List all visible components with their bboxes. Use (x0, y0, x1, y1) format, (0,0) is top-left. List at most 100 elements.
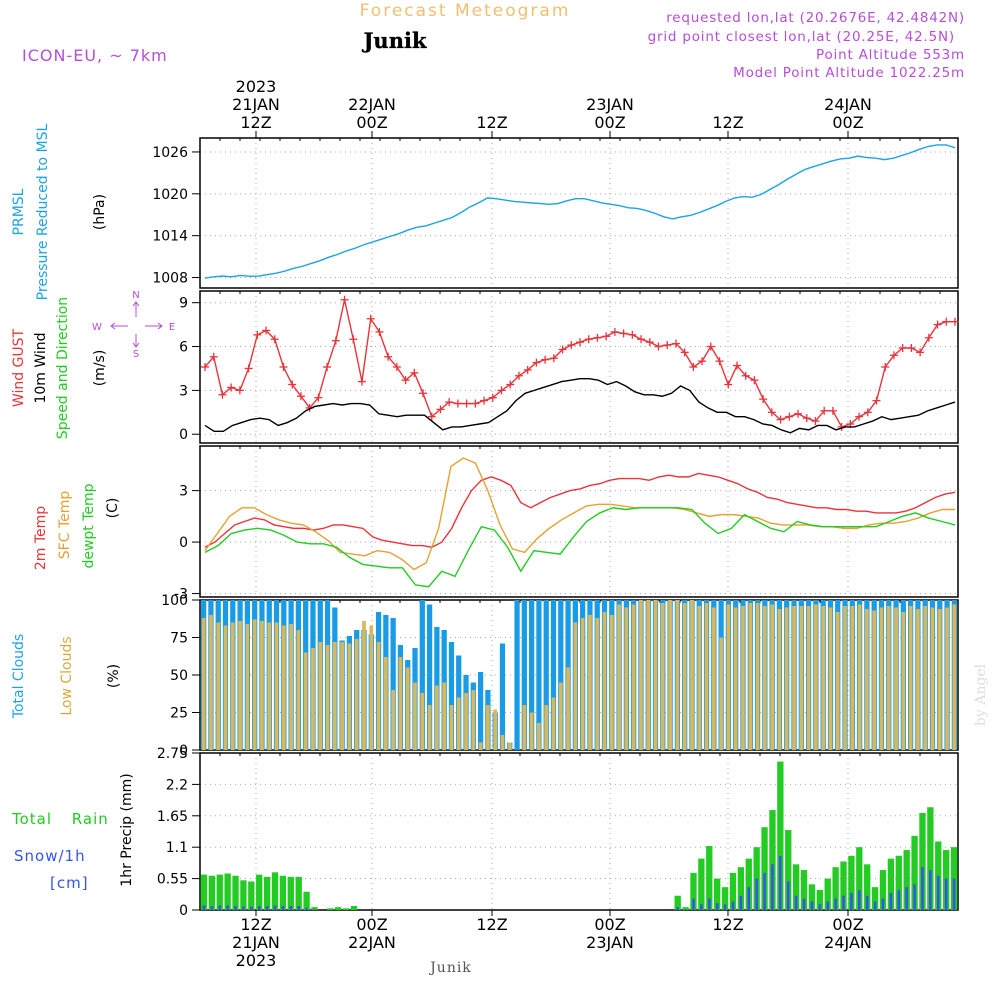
time-label: 12Z (712, 915, 743, 934)
low-cloud-bar (325, 645, 330, 750)
snow-bar (897, 890, 901, 910)
pressure-labels: PRMSL Pressure Reduced to MSL (hPa) (11, 123, 108, 300)
y-tick-label: 0 (179, 427, 188, 443)
wind-line (204, 377, 956, 434)
gust-marker (279, 363, 288, 371)
time-label: 2023 (236, 77, 277, 96)
snow-bar (731, 901, 735, 910)
gust-marker (427, 412, 436, 421)
snow-bar (818, 904, 822, 910)
gust-marker (218, 390, 227, 399)
low-cloud-bar (682, 603, 687, 750)
time-label: 12Z (476, 113, 507, 132)
gust-marker (209, 352, 218, 361)
rain-bar (208, 875, 216, 910)
gust-marker (628, 330, 637, 339)
rain-bar (240, 880, 247, 910)
low-cloud-bar (398, 657, 403, 750)
gust-marker (767, 408, 776, 417)
compass-icon (110, 301, 163, 348)
low-cloud-bar (478, 742, 483, 750)
low-cloud-bar (719, 637, 723, 750)
rain-bar (856, 847, 863, 910)
low-cloud-bar (872, 610, 877, 750)
compass-w: W (92, 322, 102, 333)
gust-marker (715, 357, 724, 366)
gust-marker (637, 335, 646, 344)
y-tick-label: 50 (170, 668, 188, 684)
low-cloud-bar (770, 604, 774, 750)
gust-marker (610, 327, 619, 336)
gust-marker (462, 399, 471, 408)
gust-marker (357, 377, 366, 386)
gust-marker (689, 363, 698, 371)
snow-bar (810, 901, 814, 910)
low-cloud-bar (668, 600, 672, 750)
gust-marker (331, 336, 340, 345)
time-label: 00Z (356, 113, 387, 132)
gust-marker (916, 348, 925, 357)
y-tick-label: 1.65 (157, 809, 188, 825)
y-tick-label: 1.1 (166, 840, 188, 856)
rain-bar (816, 890, 823, 910)
low-cloud-bar (449, 705, 454, 750)
low-cloud-bar (376, 642, 381, 750)
low-cloud-bar (697, 606, 702, 750)
gust-marker (349, 335, 358, 344)
low-cloud-bar (493, 709, 498, 750)
top-axis-label: 12Z (476, 113, 508, 138)
bottom-axis-label: 12Z (476, 910, 508, 934)
y-tick-label: 3 (179, 383, 188, 399)
low-cloud-bar (784, 607, 789, 750)
y-tick-label: -3 (174, 587, 188, 603)
rain-bar (271, 872, 279, 910)
cloud-labels: Total Clouds Low Clouds (%) (11, 634, 122, 719)
time-label: 00Z (594, 113, 625, 132)
panel-frame (199, 445, 959, 598)
low-cloud-bar (544, 705, 549, 750)
rain-bar (871, 887, 879, 910)
gust-marker (244, 364, 253, 373)
snow-bar (289, 906, 293, 910)
low-cloud-bar (456, 697, 461, 750)
snow-bar (684, 909, 687, 910)
gust-marker (497, 386, 506, 395)
gust-marker (549, 354, 558, 363)
snow-bar (771, 864, 774, 910)
temp-unit: (C) (105, 498, 121, 519)
time-label: 23JAN (586, 933, 634, 952)
gust-marker (392, 363, 401, 371)
requested-coords: requested lon,lat (20.2676E, 42.4842N) (666, 10, 965, 26)
rain-bar (911, 835, 918, 910)
compass-e: E (169, 322, 175, 333)
gust-marker (506, 380, 515, 389)
gust-marker (645, 338, 654, 347)
gust-marker (262, 326, 271, 335)
snow-bar (834, 898, 837, 910)
footer-location: Junik (428, 960, 472, 976)
low-cloud-bar (332, 642, 337, 750)
rain-bar (256, 874, 263, 910)
y-tick-label: 9 (179, 296, 188, 312)
low-cloud-bar (675, 600, 680, 750)
time-label: 21JAN (232, 933, 280, 952)
y-tick-label: 0 (179, 535, 188, 551)
panel-clouds: 0 25 50 75 100 (161, 593, 959, 759)
low-cloud-bar (908, 606, 913, 750)
cloud-unit: (%) (106, 664, 122, 688)
rain-bar (706, 846, 713, 910)
y-tick-label: 2.2 (166, 777, 188, 793)
time-label: 12Z (712, 113, 743, 132)
low-cloud-bar (201, 618, 206, 750)
top-axis-label: 12Z (712, 113, 744, 138)
low-cloud-bar (391, 690, 395, 750)
y-tick-label: 6 (179, 340, 188, 356)
pressure-label-2: Pressure Reduced to MSL (35, 123, 51, 300)
time-label: 24JAN (824, 95, 872, 114)
gust-marker (794, 409, 803, 418)
low-cloud-bar (617, 604, 621, 750)
low-cloud-bar (537, 723, 541, 750)
low-cloud-bar (763, 606, 767, 750)
